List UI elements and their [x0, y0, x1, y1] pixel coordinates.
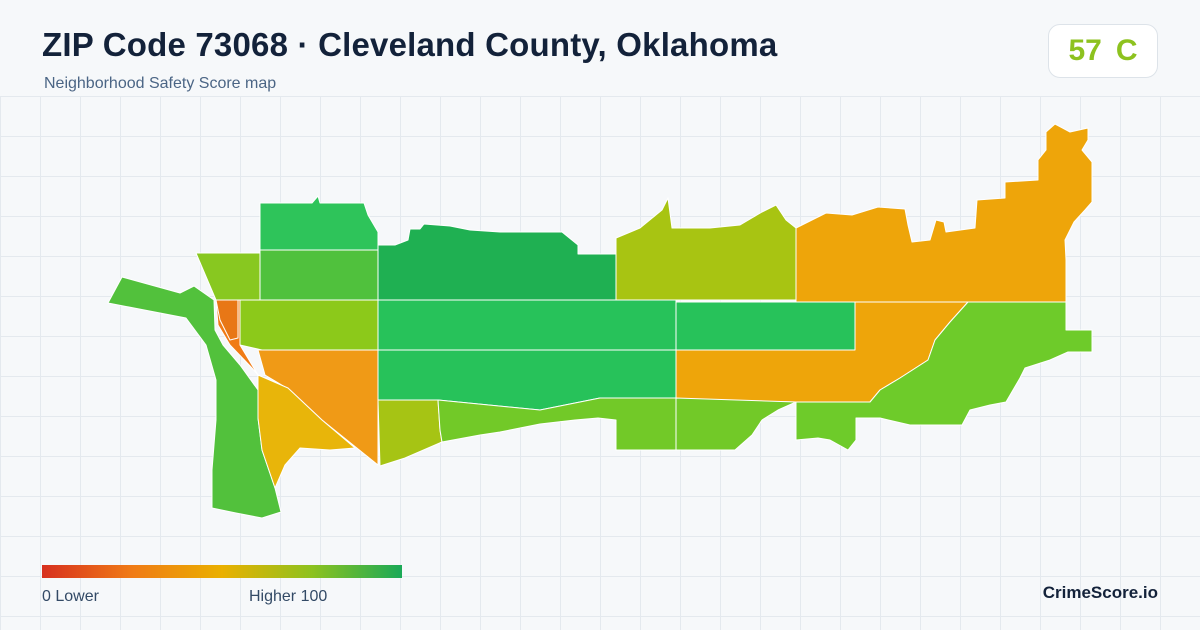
map-region[interactable]	[377, 299, 677, 351]
brand-logo-text[interactable]: CrimeScore.io	[1042, 583, 1158, 602]
map-region[interactable]	[195, 252, 261, 301]
map-region[interactable]	[259, 249, 379, 301]
legend-low-label: 0 Lower	[42, 588, 99, 605]
legend-high-label: Higher 100	[249, 588, 328, 605]
map-region[interactable]	[795, 123, 1093, 303]
map-region[interactable]	[259, 195, 379, 251]
header-band	[0, 0, 1200, 97]
map-region[interactable]	[437, 397, 677, 451]
map-region[interactable]	[377, 399, 443, 467]
safety-score-grade: C	[1115, 34, 1138, 67]
map-region[interactable]	[615, 197, 797, 301]
map-region[interactable]	[795, 301, 1093, 451]
safety-score-badge: 57 C	[1048, 24, 1158, 78]
page-title: ZIP Code 73068 · Cleveland County, Oklah…	[42, 26, 778, 63]
map-region[interactable]	[239, 299, 379, 351]
page-subtitle: Neighborhood Safety Score map	[44, 75, 277, 92]
safety-score-value: 57	[1068, 34, 1102, 67]
map-region[interactable]	[377, 223, 617, 301]
map-region[interactable]	[675, 397, 797, 451]
map-region[interactable]	[675, 301, 856, 351]
map-region[interactable]	[257, 374, 356, 489]
legend-gradient-bar	[42, 565, 402, 578]
